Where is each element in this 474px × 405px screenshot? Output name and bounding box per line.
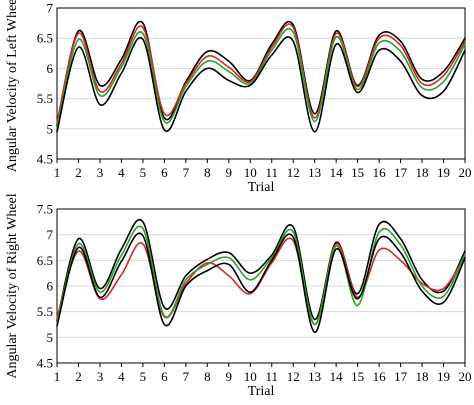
x-axis-label: Trial — [248, 180, 275, 195]
y-tick-label: 6 — [47, 61, 54, 76]
x-tick-label: 1 — [54, 369, 61, 384]
x-tick-label: 13 — [308, 165, 321, 180]
x-tick-label: 3 — [97, 165, 104, 180]
y-tick-label: 7 — [47, 1, 54, 16]
x-tick-label: 16 — [373, 369, 387, 384]
y-tick-label: 5 — [47, 121, 54, 136]
y-axis-label: Angular Velocity of Left Wheel — [5, 0, 20, 172]
plot-frame — [56, 7, 466, 160]
x-tick-label: 6 — [161, 369, 168, 384]
y-tick-label: 5.5 — [37, 91, 53, 106]
y-tick-label: 6 — [47, 279, 54, 294]
y-tick-label: 5.5 — [37, 304, 53, 319]
y-tick-label: 5 — [47, 330, 54, 345]
series-line-1 — [56, 218, 466, 322]
x-tick-label: 18 — [416, 369, 429, 384]
x-tick-label: 19 — [437, 369, 450, 384]
x-tick-label: 11 — [265, 165, 278, 180]
y-tick-label: 6.5 — [37, 253, 53, 268]
left-wheel-chart: 4.555.566.571 2 3 4 5 6 7 8 9 10 11 12 13 14 15 16 17 18 1… — [5, 0, 472, 195]
x-tick-label: 1 — [54, 165, 61, 180]
series-line-1 — [56, 20, 466, 127]
x-tick-label: 15 — [351, 369, 364, 384]
x-axis-label: Trial — [248, 384, 275, 399]
x-tick-label: 14 — [330, 369, 344, 384]
x-tick-label: 12 — [287, 165, 300, 180]
x-tick-label: 20 — [459, 165, 472, 180]
x-tick-label: 14 — [330, 165, 344, 180]
x-tick-label: 11 — [265, 369, 278, 384]
x-tick-label: 10 — [244, 369, 257, 384]
x-tick-label: 2 — [75, 369, 82, 384]
x-tick-label: 7 — [183, 165, 190, 180]
plot-frame — [56, 208, 466, 364]
series-line-2 — [56, 23, 466, 124]
series-line-3 — [56, 27, 466, 130]
y-tick-label: 4.5 — [37, 356, 53, 371]
x-tick-label: 17 — [394, 165, 408, 180]
x-tick-label: 2 — [75, 165, 82, 180]
y-tick-label: 7 — [47, 227, 54, 242]
x-tick-label: 4 — [118, 165, 125, 180]
series-line-4 — [56, 232, 466, 334]
y-tick-label: 7.5 — [37, 202, 53, 217]
x-tick-label: 8 — [204, 165, 211, 180]
x-tick-label: 18 — [416, 165, 429, 180]
series-line-3 — [56, 225, 466, 326]
x-tick-label: 15 — [351, 165, 364, 180]
x-tick-label: 19 — [437, 165, 450, 180]
x-tick-label: 10 — [244, 165, 257, 180]
x-tick-label: 8 — [204, 369, 211, 384]
x-tick-label: 12 — [287, 369, 300, 384]
right-wheel-chart: 4.555.566.577.51 2 3 4 5 6 7 8 9 10 11 12 13 14 15 16 17… — [5, 193, 472, 399]
series-line-4 — [56, 36, 466, 133]
x-tick-label: 5 — [140, 369, 147, 384]
y-tick-label: 6.5 — [37, 31, 53, 46]
x-tick-label: 4 — [118, 369, 125, 384]
x-tick-label: 5 — [140, 165, 147, 180]
series-line-2 — [56, 237, 466, 326]
x-tick-label: 20 — [459, 369, 472, 384]
y-axis-label: Angular Velocity of Right Wheel — [5, 193, 20, 378]
x-tick-label: 6 — [161, 165, 168, 180]
x-tick-label: 13 — [308, 369, 321, 384]
x-tick-label: 9 — [226, 369, 233, 384]
x-tick-label: 9 — [226, 165, 233, 180]
x-tick-label: 16 — [373, 165, 387, 180]
y-tick-label: 4.5 — [37, 152, 53, 167]
x-tick-label: 3 — [97, 369, 104, 384]
x-tick-label: 7 — [183, 369, 190, 384]
x-tick-label: 17 — [394, 369, 408, 384]
